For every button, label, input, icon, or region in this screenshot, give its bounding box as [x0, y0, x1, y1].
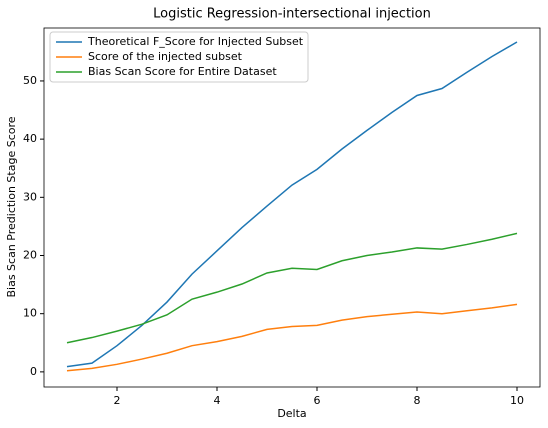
x-tick-label: 4 [214, 394, 221, 407]
plot-frame [43, 27, 541, 388]
x-axis-label: Delta [277, 407, 306, 420]
legend-label: Score of the injected subset [88, 50, 243, 63]
y-tick-label: 30 [23, 190, 37, 203]
legend-box [49, 31, 309, 83]
series-line [66, 41, 518, 368]
y-tick-label: 50 [23, 74, 37, 87]
series-line [66, 232, 518, 344]
chart-title: Logistic Regression-intersectional injec… [153, 7, 431, 22]
x-tick-label: 6 [314, 394, 321, 407]
x-tick-label: 8 [414, 394, 421, 407]
y-tick-label: 10 [23, 307, 37, 320]
x-tick-label: 10 [510, 394, 524, 407]
series-line [66, 303, 518, 372]
y-tick-label: 40 [23, 132, 37, 145]
y-axis-label: Bias Scan Prediction Stage Score [5, 116, 18, 297]
y-tick-label: 20 [23, 249, 37, 262]
legend-label: Theoretical F_Score for Injected Subset [87, 35, 304, 48]
legend-label: Bias Scan Score for Entire Dataset [88, 65, 277, 78]
y-tick-label: 0 [30, 365, 37, 378]
x-tick-label: 2 [114, 394, 121, 407]
